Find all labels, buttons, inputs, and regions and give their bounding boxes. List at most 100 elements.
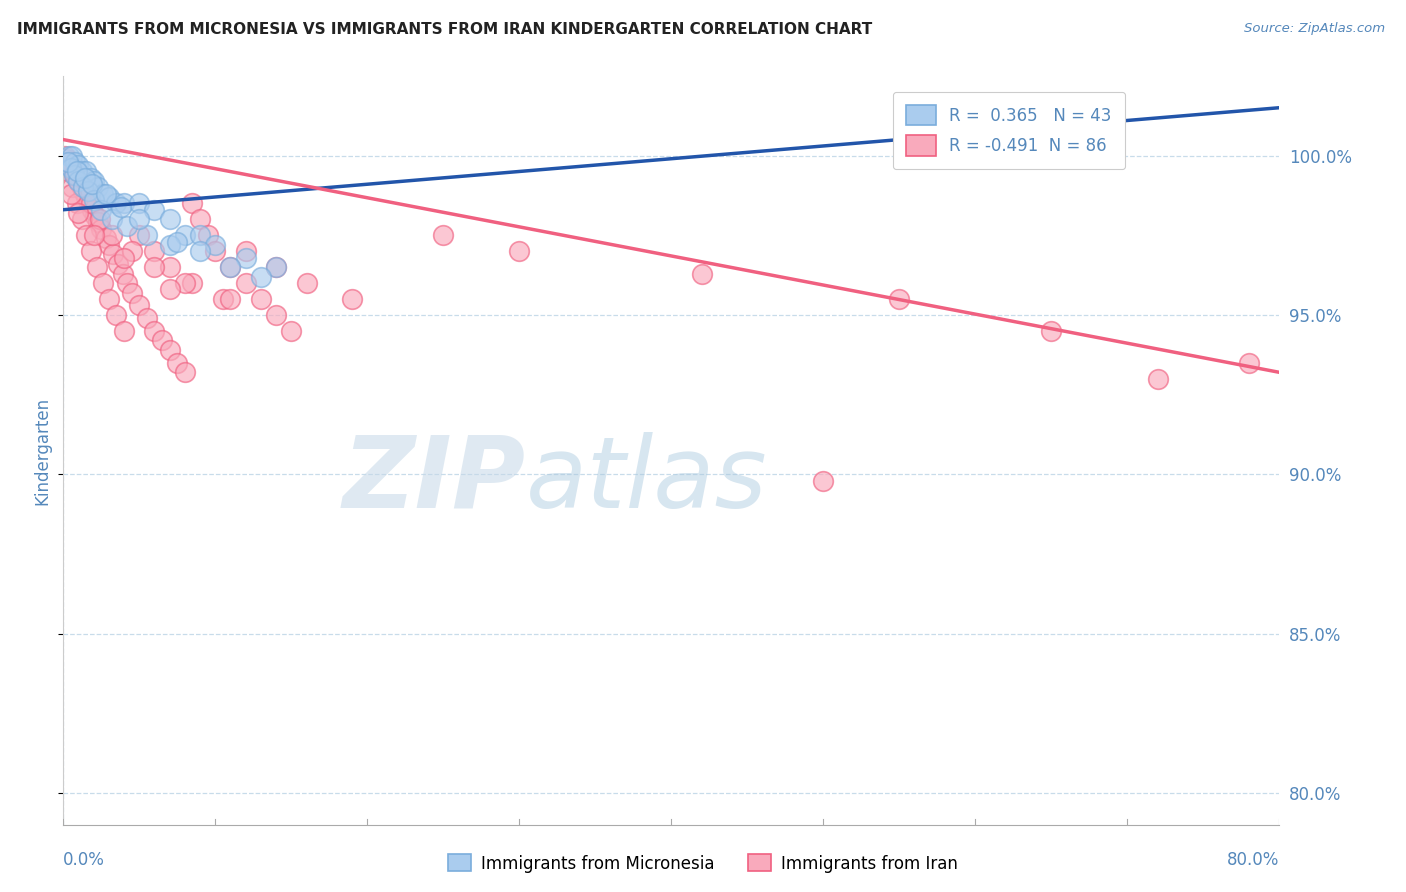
Point xyxy=(121,285,143,300)
Point xyxy=(250,269,273,284)
Point xyxy=(90,222,112,236)
Point xyxy=(115,219,138,233)
Point xyxy=(889,292,911,306)
Point xyxy=(204,237,226,252)
Point xyxy=(59,161,82,176)
Point xyxy=(72,180,94,194)
Point xyxy=(159,237,181,252)
Point xyxy=(70,164,93,178)
Point xyxy=(1237,356,1260,370)
Point xyxy=(295,276,318,290)
Point xyxy=(128,212,150,227)
Point xyxy=(690,267,713,281)
Point xyxy=(97,190,120,204)
Point xyxy=(97,237,120,252)
Point xyxy=(188,244,211,259)
Point xyxy=(53,148,76,162)
Point xyxy=(82,202,104,217)
Point xyxy=(72,184,94,198)
Point xyxy=(166,356,188,370)
Point xyxy=(181,276,204,290)
Point xyxy=(264,260,287,274)
Point xyxy=(79,170,101,185)
Point xyxy=(56,155,79,169)
Point xyxy=(97,292,120,306)
Point xyxy=(128,298,150,312)
Legend: R =  0.365   N = 43, R = -0.491  N = 86: R = 0.365 N = 43, R = -0.491 N = 86 xyxy=(893,92,1125,169)
Point xyxy=(340,292,363,306)
Point xyxy=(159,282,181,296)
Point xyxy=(70,180,93,194)
Point xyxy=(112,251,135,265)
Point xyxy=(83,228,105,243)
Point xyxy=(79,244,101,259)
Point xyxy=(219,292,242,306)
Point xyxy=(65,168,87,182)
Y-axis label: Kindergarten: Kindergarten xyxy=(34,396,52,505)
Point xyxy=(56,155,79,169)
Point xyxy=(75,164,97,178)
Point xyxy=(212,292,235,306)
Point xyxy=(432,228,454,243)
Point xyxy=(219,260,242,274)
Point xyxy=(75,190,97,204)
Point xyxy=(159,260,181,274)
Point xyxy=(143,202,166,217)
Point xyxy=(79,196,101,211)
Point xyxy=(66,170,89,185)
Point xyxy=(112,324,135,338)
Point xyxy=(67,174,90,188)
Point xyxy=(280,324,302,338)
Point xyxy=(67,206,90,220)
Point xyxy=(159,212,181,227)
Point xyxy=(150,334,173,348)
Point xyxy=(91,186,114,201)
Point xyxy=(143,324,166,338)
Point xyxy=(59,186,82,201)
Point xyxy=(83,193,105,207)
Point xyxy=(56,164,79,178)
Point xyxy=(235,251,257,265)
Point xyxy=(128,196,150,211)
Point xyxy=(101,212,124,227)
Point xyxy=(128,228,150,243)
Text: 80.0%: 80.0% xyxy=(1227,851,1279,870)
Point xyxy=(103,247,125,261)
Point xyxy=(181,196,204,211)
Point xyxy=(75,228,97,243)
Point xyxy=(219,260,242,274)
Point xyxy=(58,148,80,162)
Point xyxy=(89,212,111,227)
Point xyxy=(204,244,226,259)
Point xyxy=(72,180,94,194)
Point xyxy=(105,196,128,211)
Point xyxy=(166,235,188,249)
Point xyxy=(101,228,124,243)
Point xyxy=(83,174,105,188)
Point xyxy=(76,184,98,198)
Point xyxy=(188,228,211,243)
Text: IMMIGRANTS FROM MICRONESIA VS IMMIGRANTS FROM IRAN KINDERGARTEN CORRELATION CHAR: IMMIGRANTS FROM MICRONESIA VS IMMIGRANTS… xyxy=(17,22,872,37)
Point xyxy=(135,228,157,243)
Point xyxy=(235,276,257,290)
Point xyxy=(59,161,82,176)
Point xyxy=(67,174,90,188)
Point xyxy=(174,365,197,379)
Point xyxy=(250,292,273,306)
Point xyxy=(60,148,83,162)
Point xyxy=(1040,324,1063,338)
Point xyxy=(67,158,90,172)
Point xyxy=(105,308,128,322)
Text: Source: ZipAtlas.com: Source: ZipAtlas.com xyxy=(1244,22,1385,36)
Point xyxy=(188,212,211,227)
Point xyxy=(87,215,110,229)
Point xyxy=(115,276,138,290)
Point xyxy=(73,170,96,185)
Text: atlas: atlas xyxy=(526,432,768,529)
Point xyxy=(112,196,135,211)
Point xyxy=(55,152,77,166)
Point xyxy=(143,244,166,259)
Point xyxy=(111,267,134,281)
Point xyxy=(77,196,100,211)
Point xyxy=(66,196,89,211)
